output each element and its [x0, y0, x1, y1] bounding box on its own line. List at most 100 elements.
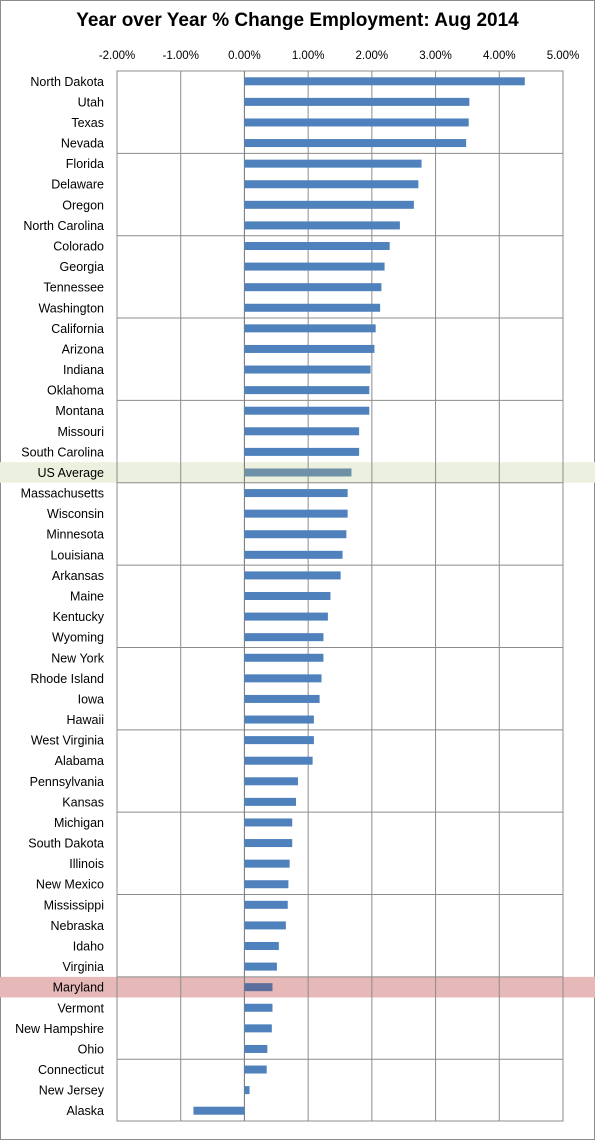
category-label: Missouri	[57, 425, 104, 439]
category-label: Pennsylvania	[30, 775, 104, 789]
category-label: Kansas	[62, 795, 104, 809]
bar	[244, 1065, 267, 1074]
category-label: Iowa	[78, 692, 104, 706]
bar	[244, 447, 360, 456]
bar	[244, 921, 286, 930]
category-label: Delaware	[51, 178, 104, 192]
bar	[193, 1106, 245, 1115]
category-label: Connecticut	[38, 1063, 105, 1077]
category-label: Idaho	[73, 940, 104, 954]
bar	[244, 200, 414, 209]
category-label: Oregon	[62, 198, 104, 212]
bar	[244, 118, 469, 127]
bar	[244, 592, 331, 600]
category-label: New Mexico	[36, 878, 104, 892]
category-label: Virginia	[63, 960, 105, 974]
bar	[244, 324, 376, 333]
category-label: Oklahoma	[47, 384, 104, 398]
bar	[244, 221, 400, 230]
bar	[244, 736, 314, 745]
category-label: California	[51, 322, 104, 336]
category-label: Montana	[55, 404, 104, 418]
bar	[244, 571, 341, 580]
bar	[244, 550, 343, 559]
bar	[244, 777, 298, 786]
bar	[244, 468, 352, 477]
category-label: Michigan	[54, 816, 104, 830]
category-label: New Jersey	[39, 1084, 105, 1098]
x-tick-label: -2.00%	[99, 50, 135, 62]
bar	[244, 715, 314, 724]
x-tick-label: 0.00%	[228, 50, 261, 62]
bar	[244, 530, 347, 539]
bar	[244, 797, 297, 806]
bar	[244, 386, 370, 395]
bar	[244, 159, 422, 168]
bar	[244, 97, 470, 106]
category-label: South Dakota	[28, 837, 104, 851]
x-tick-label: 1.00%	[292, 50, 325, 62]
bar	[244, 283, 382, 292]
bar	[244, 1003, 273, 1012]
category-label: Mississippi	[44, 898, 104, 912]
bar	[244, 859, 290, 868]
bar	[244, 406, 370, 415]
category-label: Illinois	[69, 857, 104, 871]
category-label: Minnesota	[46, 528, 104, 542]
category-label: Utah	[78, 95, 104, 109]
x-tick-label: -1.00%	[162, 50, 198, 62]
category-label: New Hampshire	[15, 1022, 104, 1036]
category-label: Tennessee	[44, 281, 105, 295]
category-label: Alabama	[55, 754, 104, 768]
category-label: Rhode Island	[30, 672, 104, 686]
bar	[244, 674, 322, 683]
bar	[244, 509, 348, 518]
bar	[244, 612, 328, 621]
bar	[244, 900, 288, 909]
bar	[244, 1086, 250, 1095]
category-label: Wyoming	[52, 631, 104, 645]
category-label: Alaska	[66, 1104, 104, 1118]
category-label: Texas	[71, 116, 104, 130]
bar	[244, 942, 279, 950]
category-label: Maine	[70, 590, 104, 604]
x-tick-label: 4.00%	[483, 50, 516, 62]
category-label: Maryland	[53, 981, 104, 995]
bar	[244, 365, 371, 374]
category-label: Wisconsin	[47, 507, 104, 521]
category-label: Washington	[38, 301, 104, 315]
category-label: Ohio	[78, 1042, 104, 1056]
bar	[244, 983, 273, 992]
category-label: Louisiana	[50, 548, 104, 562]
category-label: South Carolina	[21, 445, 104, 459]
category-label: Hawaii	[66, 713, 104, 727]
bar	[244, 427, 360, 436]
category-label: North Carolina	[23, 219, 104, 233]
bar	[244, 77, 525, 86]
x-tick-label: 5.00%	[547, 50, 580, 62]
bar	[244, 1044, 268, 1053]
category-label: West Virginia	[31, 734, 104, 748]
category-label: North Dakota	[30, 75, 104, 89]
bar	[244, 180, 419, 189]
category-label: Georgia	[60, 260, 105, 274]
bar	[244, 839, 293, 848]
bar	[244, 962, 277, 971]
bar	[244, 303, 381, 312]
category-label: Nebraska	[51, 919, 105, 933]
category-label: Indiana	[63, 363, 104, 377]
category-label: Arizona	[62, 342, 104, 356]
bar	[244, 242, 390, 250]
bar	[244, 818, 293, 827]
category-label: Arkansas	[52, 569, 104, 583]
bar	[244, 262, 385, 271]
bar	[244, 880, 289, 889]
x-tick-label: 2.00%	[356, 50, 389, 62]
category-label: Nevada	[61, 137, 104, 151]
bar	[244, 344, 375, 353]
category-label: New York	[51, 651, 105, 665]
bar	[244, 653, 324, 662]
x-tick-label: 3.00%	[419, 50, 452, 62]
